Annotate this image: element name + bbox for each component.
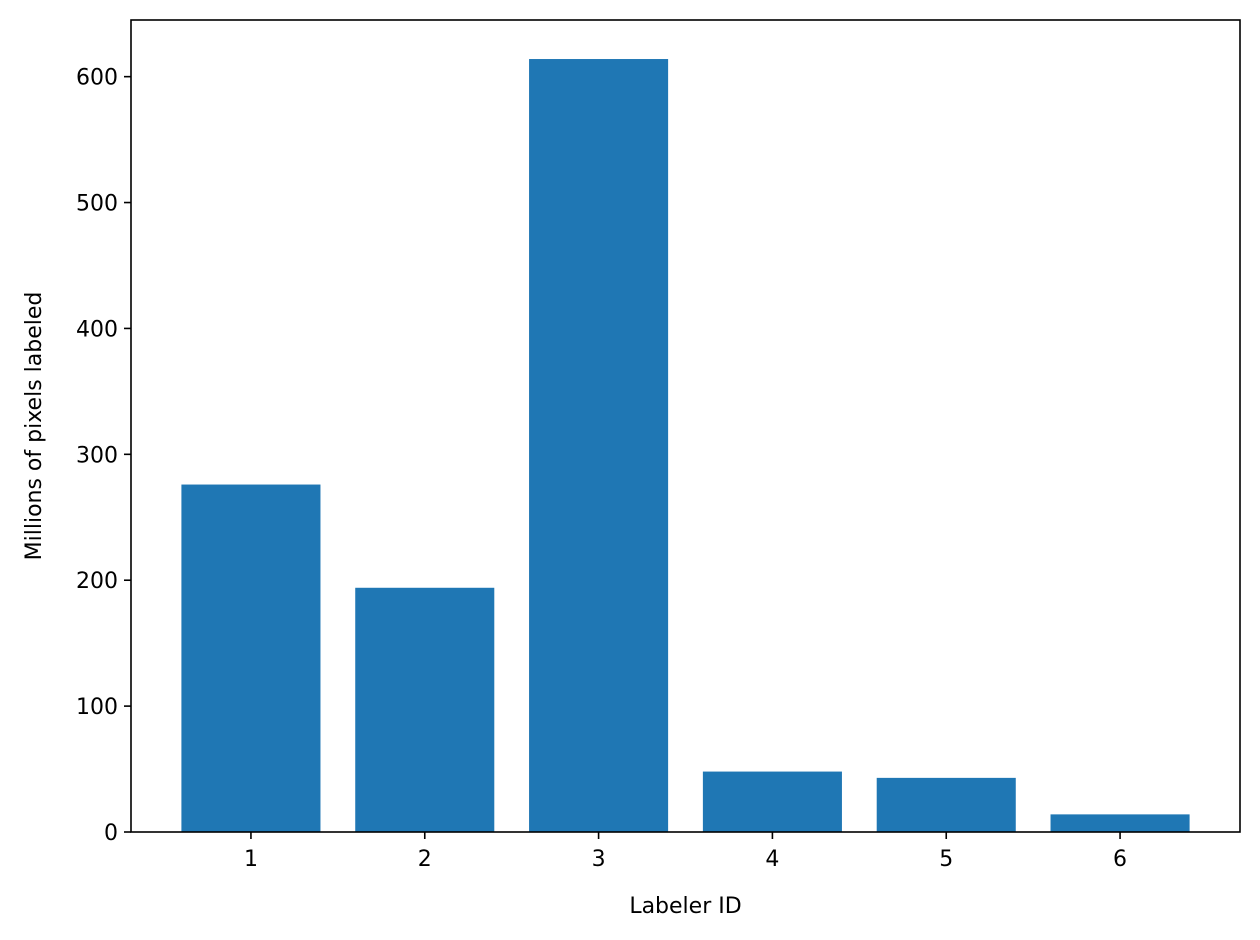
x-tick-label: 6 xyxy=(1113,847,1127,872)
x-axis-ticks: 1 2 3 4 5 6 xyxy=(244,832,1127,872)
x-tick-label: 5 xyxy=(939,847,953,872)
bar-1 xyxy=(181,484,321,832)
y-axis-label: Millions of pixels labeled xyxy=(22,292,47,561)
y-tick-label: 400 xyxy=(76,317,118,342)
bars-group xyxy=(181,59,1190,832)
plot-frame xyxy=(130,19,1241,833)
x-tick-label: 3 xyxy=(592,847,606,872)
x-tick-label: 4 xyxy=(765,847,779,872)
y-tick-label: 500 xyxy=(76,192,118,217)
y-tick-label: 300 xyxy=(76,443,118,468)
x-tick-label: 2 xyxy=(418,847,432,872)
y-tick-label: 0 xyxy=(104,821,118,846)
x-tick-label: 1 xyxy=(244,847,258,872)
y-tick-label: 100 xyxy=(76,695,118,720)
y-tick-label: 600 xyxy=(76,66,118,91)
bar-3 xyxy=(529,59,669,832)
y-axis-ticks: 0 100 200 300 400 500 600 xyxy=(76,66,131,846)
bar-6 xyxy=(1050,814,1190,832)
bar-2 xyxy=(355,587,495,832)
y-tick-label: 200 xyxy=(76,569,118,594)
bar-5 xyxy=(876,777,1016,832)
x-axis-label: Labeler ID xyxy=(629,894,741,919)
bar-4 xyxy=(702,771,842,832)
